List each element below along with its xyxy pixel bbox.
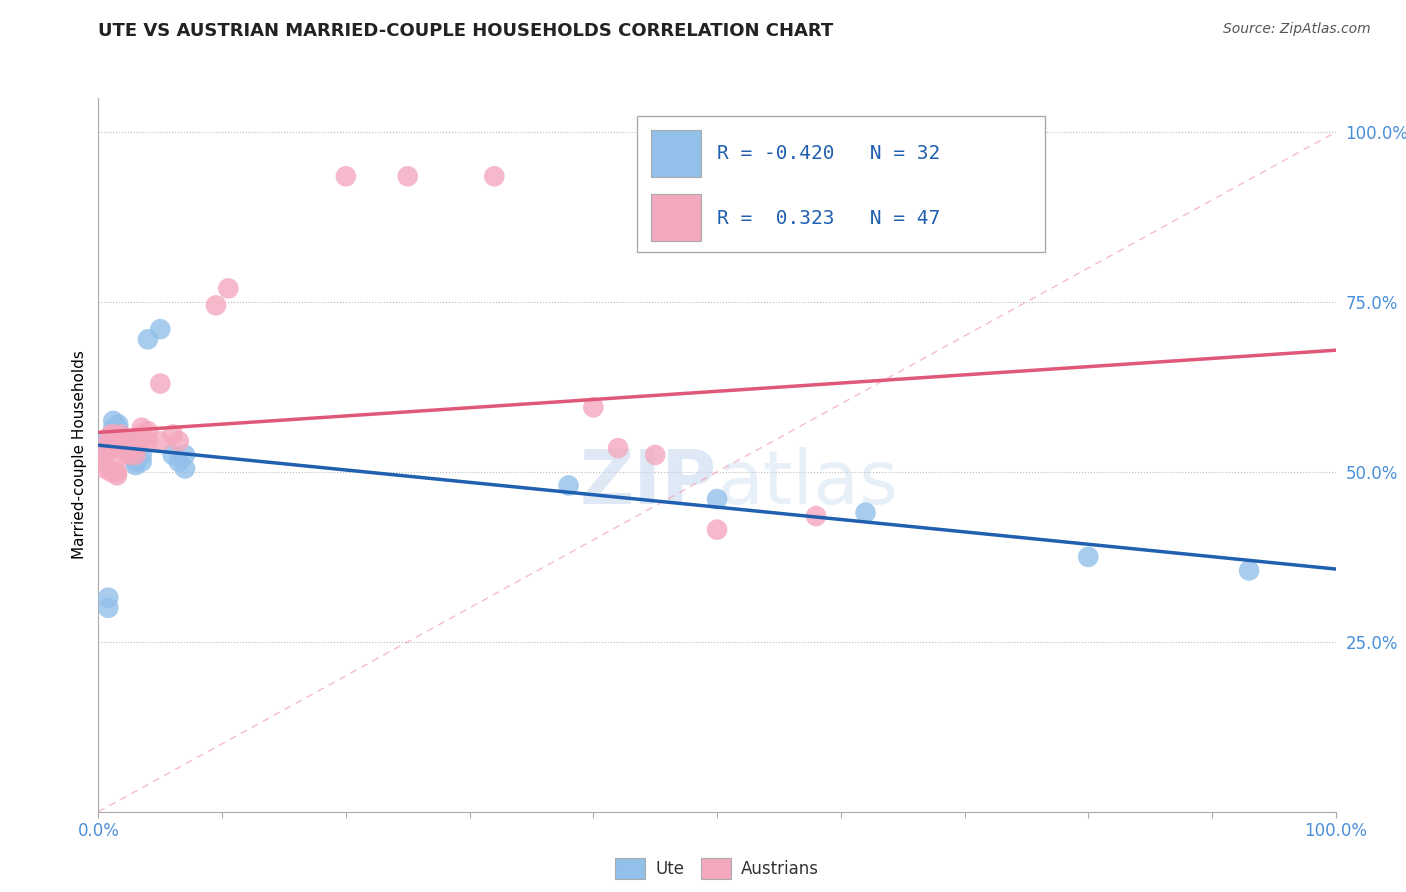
Point <box>149 376 172 391</box>
Point <box>644 448 666 462</box>
Text: R =  0.323   N = 47: R = 0.323 N = 47 <box>717 209 941 227</box>
FancyBboxPatch shape <box>651 130 702 177</box>
Point <box>855 506 877 520</box>
Point <box>97 591 120 605</box>
Point <box>582 401 605 415</box>
Point <box>118 434 141 449</box>
Point <box>111 441 134 455</box>
Point <box>118 434 141 449</box>
Point <box>108 434 131 449</box>
Point <box>110 427 132 442</box>
Point <box>217 281 239 295</box>
Point <box>93 448 115 462</box>
Point <box>93 441 115 455</box>
Point <box>1077 549 1099 564</box>
Point <box>396 169 419 184</box>
Point <box>149 434 172 449</box>
Point <box>131 421 153 435</box>
Point <box>174 448 197 462</box>
Point <box>335 169 357 184</box>
Point <box>107 417 129 432</box>
Point <box>124 441 146 455</box>
Point <box>100 427 122 442</box>
Point <box>706 492 728 507</box>
Point <box>118 441 141 455</box>
Point <box>114 441 136 455</box>
Point <box>162 427 184 442</box>
Point <box>557 478 579 492</box>
Point <box>112 441 135 455</box>
Point <box>118 434 141 449</box>
Point <box>105 427 128 442</box>
Point <box>136 332 159 346</box>
Point <box>103 434 125 449</box>
Legend: Ute, Austrians: Ute, Austrians <box>609 852 825 886</box>
Point <box>103 441 125 455</box>
Point <box>205 298 228 312</box>
FancyBboxPatch shape <box>637 116 1045 252</box>
Point <box>118 448 141 462</box>
Point <box>103 421 125 435</box>
Text: ZIP: ZIP <box>579 447 717 520</box>
Text: atlas: atlas <box>717 447 898 520</box>
Point <box>97 600 120 615</box>
Point <box>124 455 146 469</box>
Point <box>112 434 135 449</box>
Y-axis label: Married-couple Households: Married-couple Households <box>72 351 87 559</box>
Text: Source: ZipAtlas.com: Source: ZipAtlas.com <box>1223 22 1371 37</box>
Point <box>100 434 122 449</box>
Text: UTE VS AUSTRIAN MARRIED-COUPLE HOUSEHOLDS CORRELATION CHART: UTE VS AUSTRIAN MARRIED-COUPLE HOUSEHOLD… <box>98 22 834 40</box>
Point <box>1237 564 1260 578</box>
Point <box>100 465 122 479</box>
Point <box>97 434 120 449</box>
Point <box>110 427 132 442</box>
Point <box>93 461 115 475</box>
Point <box>105 434 128 449</box>
Point <box>103 427 125 442</box>
Point <box>124 458 146 472</box>
Point <box>112 434 135 449</box>
Point <box>103 434 125 449</box>
Point <box>105 468 128 483</box>
Point <box>93 434 115 449</box>
Point <box>108 434 131 449</box>
Point <box>484 169 506 184</box>
Point <box>103 414 125 428</box>
Point <box>149 322 172 336</box>
Point <box>124 448 146 462</box>
Point <box>105 421 128 435</box>
Point <box>110 441 132 455</box>
Point <box>162 448 184 462</box>
Point <box>131 427 153 442</box>
Point <box>97 441 120 455</box>
Point <box>804 509 827 524</box>
Text: R = -0.420   N = 32: R = -0.420 N = 32 <box>717 144 941 162</box>
FancyBboxPatch shape <box>651 194 702 241</box>
Point <box>103 465 125 479</box>
Point <box>607 441 630 455</box>
Point <box>110 434 132 449</box>
Point <box>131 455 153 469</box>
Point <box>131 434 153 449</box>
Point <box>136 424 159 438</box>
Point <box>167 434 190 449</box>
Point <box>167 455 190 469</box>
Point <box>105 465 128 479</box>
Point <box>136 434 159 449</box>
Point <box>706 523 728 537</box>
Point <box>174 461 197 475</box>
Point <box>131 448 153 462</box>
Point <box>112 448 135 462</box>
Point <box>114 444 136 458</box>
Point <box>93 455 115 469</box>
